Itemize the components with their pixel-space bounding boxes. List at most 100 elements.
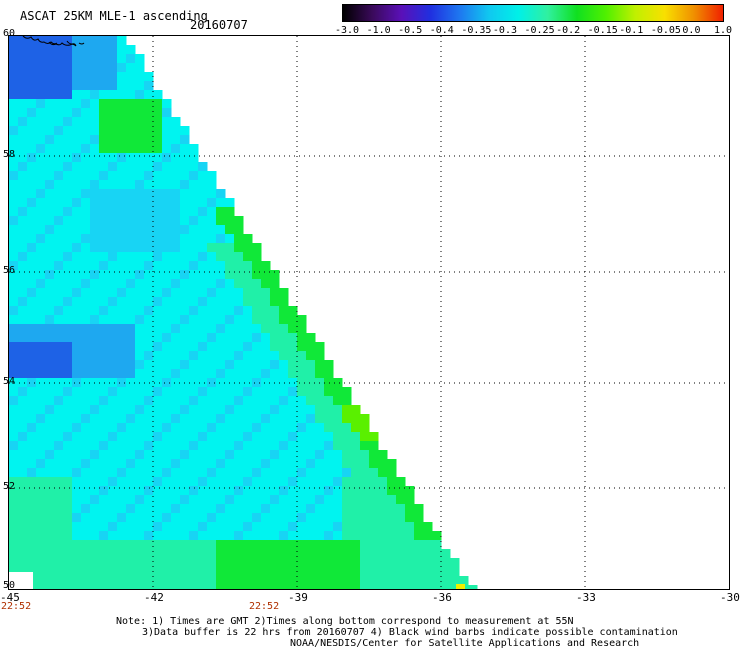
swath-cell	[288, 459, 298, 469]
swath-cell	[117, 243, 127, 253]
swath-cell	[198, 207, 208, 217]
swath-cell	[207, 342, 217, 352]
swath-cell	[252, 423, 262, 433]
swath-cell	[360, 450, 370, 460]
swath-cell	[171, 432, 181, 442]
swath-cell	[126, 243, 136, 253]
swath-cell	[441, 558, 451, 568]
swath-cell	[135, 306, 145, 316]
swath-cell	[99, 324, 109, 334]
swath-cell	[63, 207, 73, 217]
swath-cell	[45, 189, 55, 199]
swath-cell	[144, 72, 154, 82]
swath-cell	[270, 585, 280, 589]
swath-cell	[189, 207, 199, 217]
swath-cell	[234, 504, 244, 514]
swath-cell	[414, 531, 424, 541]
swath-cell	[261, 495, 271, 505]
swath-cell	[243, 360, 253, 370]
swath-cell	[135, 477, 145, 487]
swath-cell	[126, 522, 136, 532]
swath-cell	[135, 99, 145, 109]
swath-cell	[252, 342, 262, 352]
swath-cell	[243, 270, 253, 280]
swath-cell	[252, 432, 262, 442]
swath-cell	[261, 486, 271, 496]
swath-cell	[45, 270, 55, 280]
swath-cell	[315, 351, 325, 361]
swath-cell	[225, 549, 235, 559]
swath-cell	[18, 387, 28, 397]
swath-cell	[387, 513, 397, 523]
swath-cell	[180, 459, 190, 469]
swath-cell	[135, 504, 145, 514]
swath-cell	[261, 360, 271, 370]
swath-cell	[162, 324, 172, 334]
swath-cell	[189, 189, 199, 199]
swath-cell	[117, 216, 127, 226]
swath-cell	[72, 450, 82, 460]
swath-cell	[207, 378, 217, 388]
swath-cell	[207, 279, 217, 289]
swath-cell	[126, 279, 136, 289]
swath-cell	[72, 522, 82, 532]
swath-cell	[252, 261, 262, 271]
swath-cell	[108, 207, 118, 217]
swath-cell	[216, 360, 226, 370]
swath-gap	[9, 572, 33, 589]
swath-cell	[108, 504, 118, 514]
swath-cell	[207, 171, 217, 181]
swath-cell	[36, 297, 46, 307]
swath-cell	[153, 117, 163, 127]
swath-cell	[216, 522, 226, 532]
swath-cell	[162, 360, 172, 370]
swath-cell	[9, 306, 19, 316]
swath-cell	[324, 585, 334, 589]
swath-cell	[306, 495, 316, 505]
colorbar-label: -0.1	[619, 25, 644, 36]
swath-cell	[72, 567, 82, 577]
swath-cell	[324, 423, 334, 433]
swath-cell	[54, 171, 64, 181]
colorbar-label: 1.0	[714, 25, 733, 36]
swath-cell	[45, 45, 55, 55]
swath-cell	[171, 117, 181, 127]
swath-cell	[144, 189, 154, 199]
swath-cell	[369, 459, 379, 469]
swath-cell	[108, 279, 118, 289]
swath-cell	[18, 135, 28, 145]
swath-cell	[261, 306, 271, 316]
swath-cell	[63, 333, 73, 343]
swath-cell	[270, 486, 280, 496]
swath-cell	[36, 234, 46, 244]
swath-cell	[153, 423, 163, 433]
swath-cell	[225, 324, 235, 334]
swath-cell	[36, 459, 46, 469]
swath-cell	[261, 531, 271, 541]
swath-cell	[63, 450, 73, 460]
swath-cell	[198, 468, 208, 478]
swath-cell	[117, 252, 127, 262]
swath-cell	[63, 414, 73, 424]
swath-cell	[261, 432, 271, 442]
swath-cell	[117, 369, 127, 379]
swath-cell	[72, 144, 82, 154]
swath-cell	[9, 153, 19, 163]
swath-cell	[144, 486, 154, 496]
swath-cell	[135, 90, 145, 100]
swath-cell	[72, 279, 82, 289]
swath-cell	[90, 171, 100, 181]
swath-cell	[369, 486, 379, 496]
swath-cell	[324, 432, 334, 442]
swath-cell	[27, 405, 37, 415]
swath-cell	[72, 162, 82, 172]
swath-cell	[396, 513, 406, 523]
swath-cell	[27, 441, 37, 451]
swath-cell	[180, 270, 190, 280]
swath-cell	[180, 495, 190, 505]
swath-cell	[333, 405, 343, 415]
swath-cell	[135, 342, 145, 352]
swath-cell	[243, 315, 253, 325]
swath-cell	[378, 531, 388, 541]
swath-cell	[450, 567, 460, 577]
